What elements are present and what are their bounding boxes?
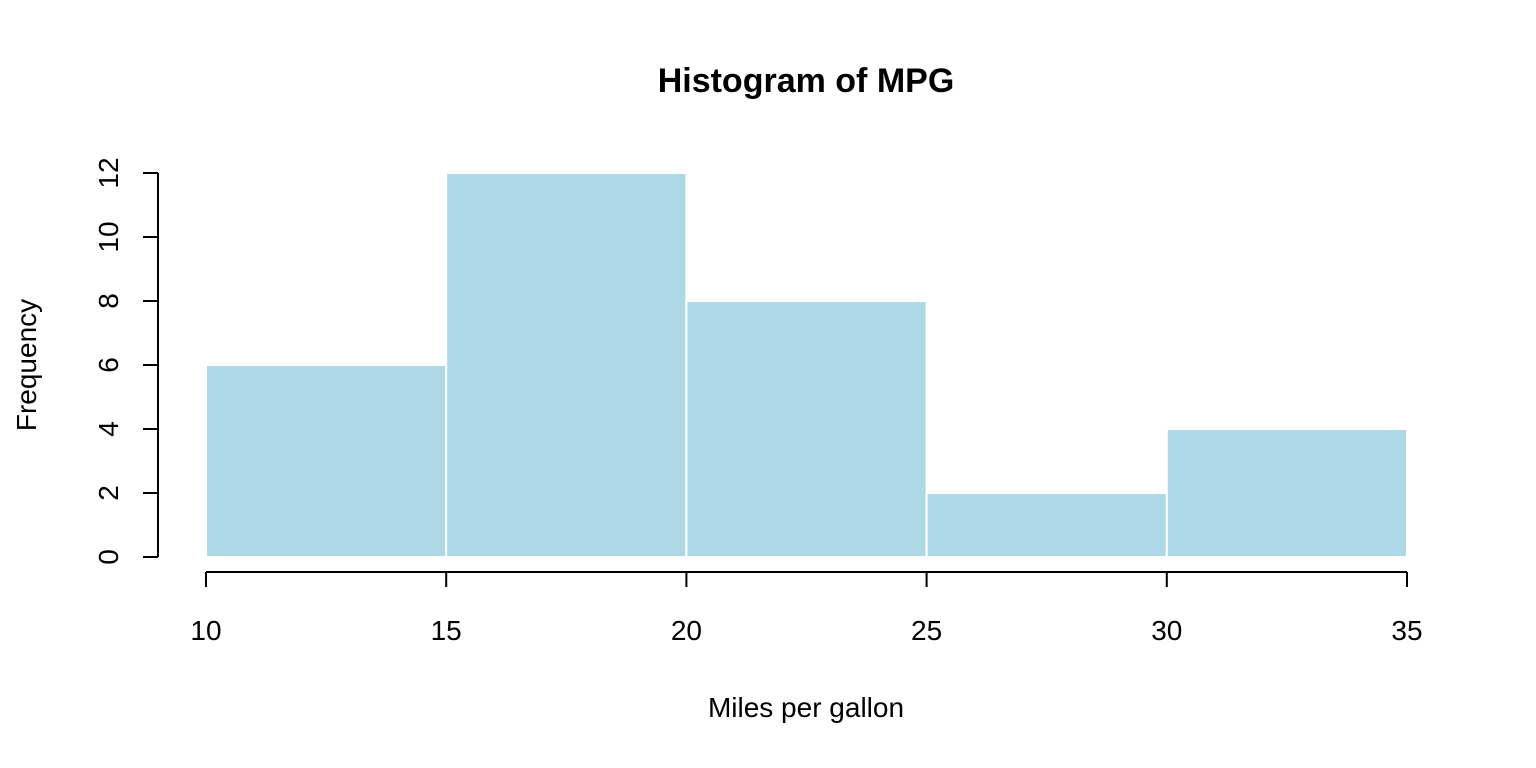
y-axis-label: Frequency: [11, 299, 42, 431]
x-tick-label: 15: [431, 615, 462, 646]
y-tick-label: 2: [93, 485, 124, 501]
x-tick-label: 30: [1151, 615, 1182, 646]
y-axis: 0 2 4 6 8 10 12: [93, 157, 159, 565]
y-tick-label: 8: [93, 293, 124, 309]
y-tick-label: 0: [93, 549, 124, 565]
histogram-bar-4: [925, 492, 1168, 558]
y-tick-label: 10: [93, 221, 124, 252]
bars-group: [205, 172, 1409, 558]
histogram-bar-5: [1165, 428, 1409, 558]
y-tick-label: 12: [93, 157, 124, 188]
y-tick-label: 4: [93, 421, 124, 437]
x-tick-label: 25: [911, 615, 942, 646]
x-axis-label: Miles per gallon: [708, 692, 904, 723]
histogram-bar-1: [205, 364, 448, 558]
x-tick-label: 20: [671, 615, 702, 646]
histogram-bar-2: [445, 172, 688, 558]
y-tick-label: 6: [93, 357, 124, 373]
chart-title: Histogram of MPG: [658, 62, 955, 100]
x-tick-label: 35: [1391, 615, 1422, 646]
x-tick-label: 10: [190, 615, 221, 646]
histogram-bar-3: [685, 300, 928, 558]
x-axis: 10 15 20 25 30 35: [190, 571, 1423, 646]
